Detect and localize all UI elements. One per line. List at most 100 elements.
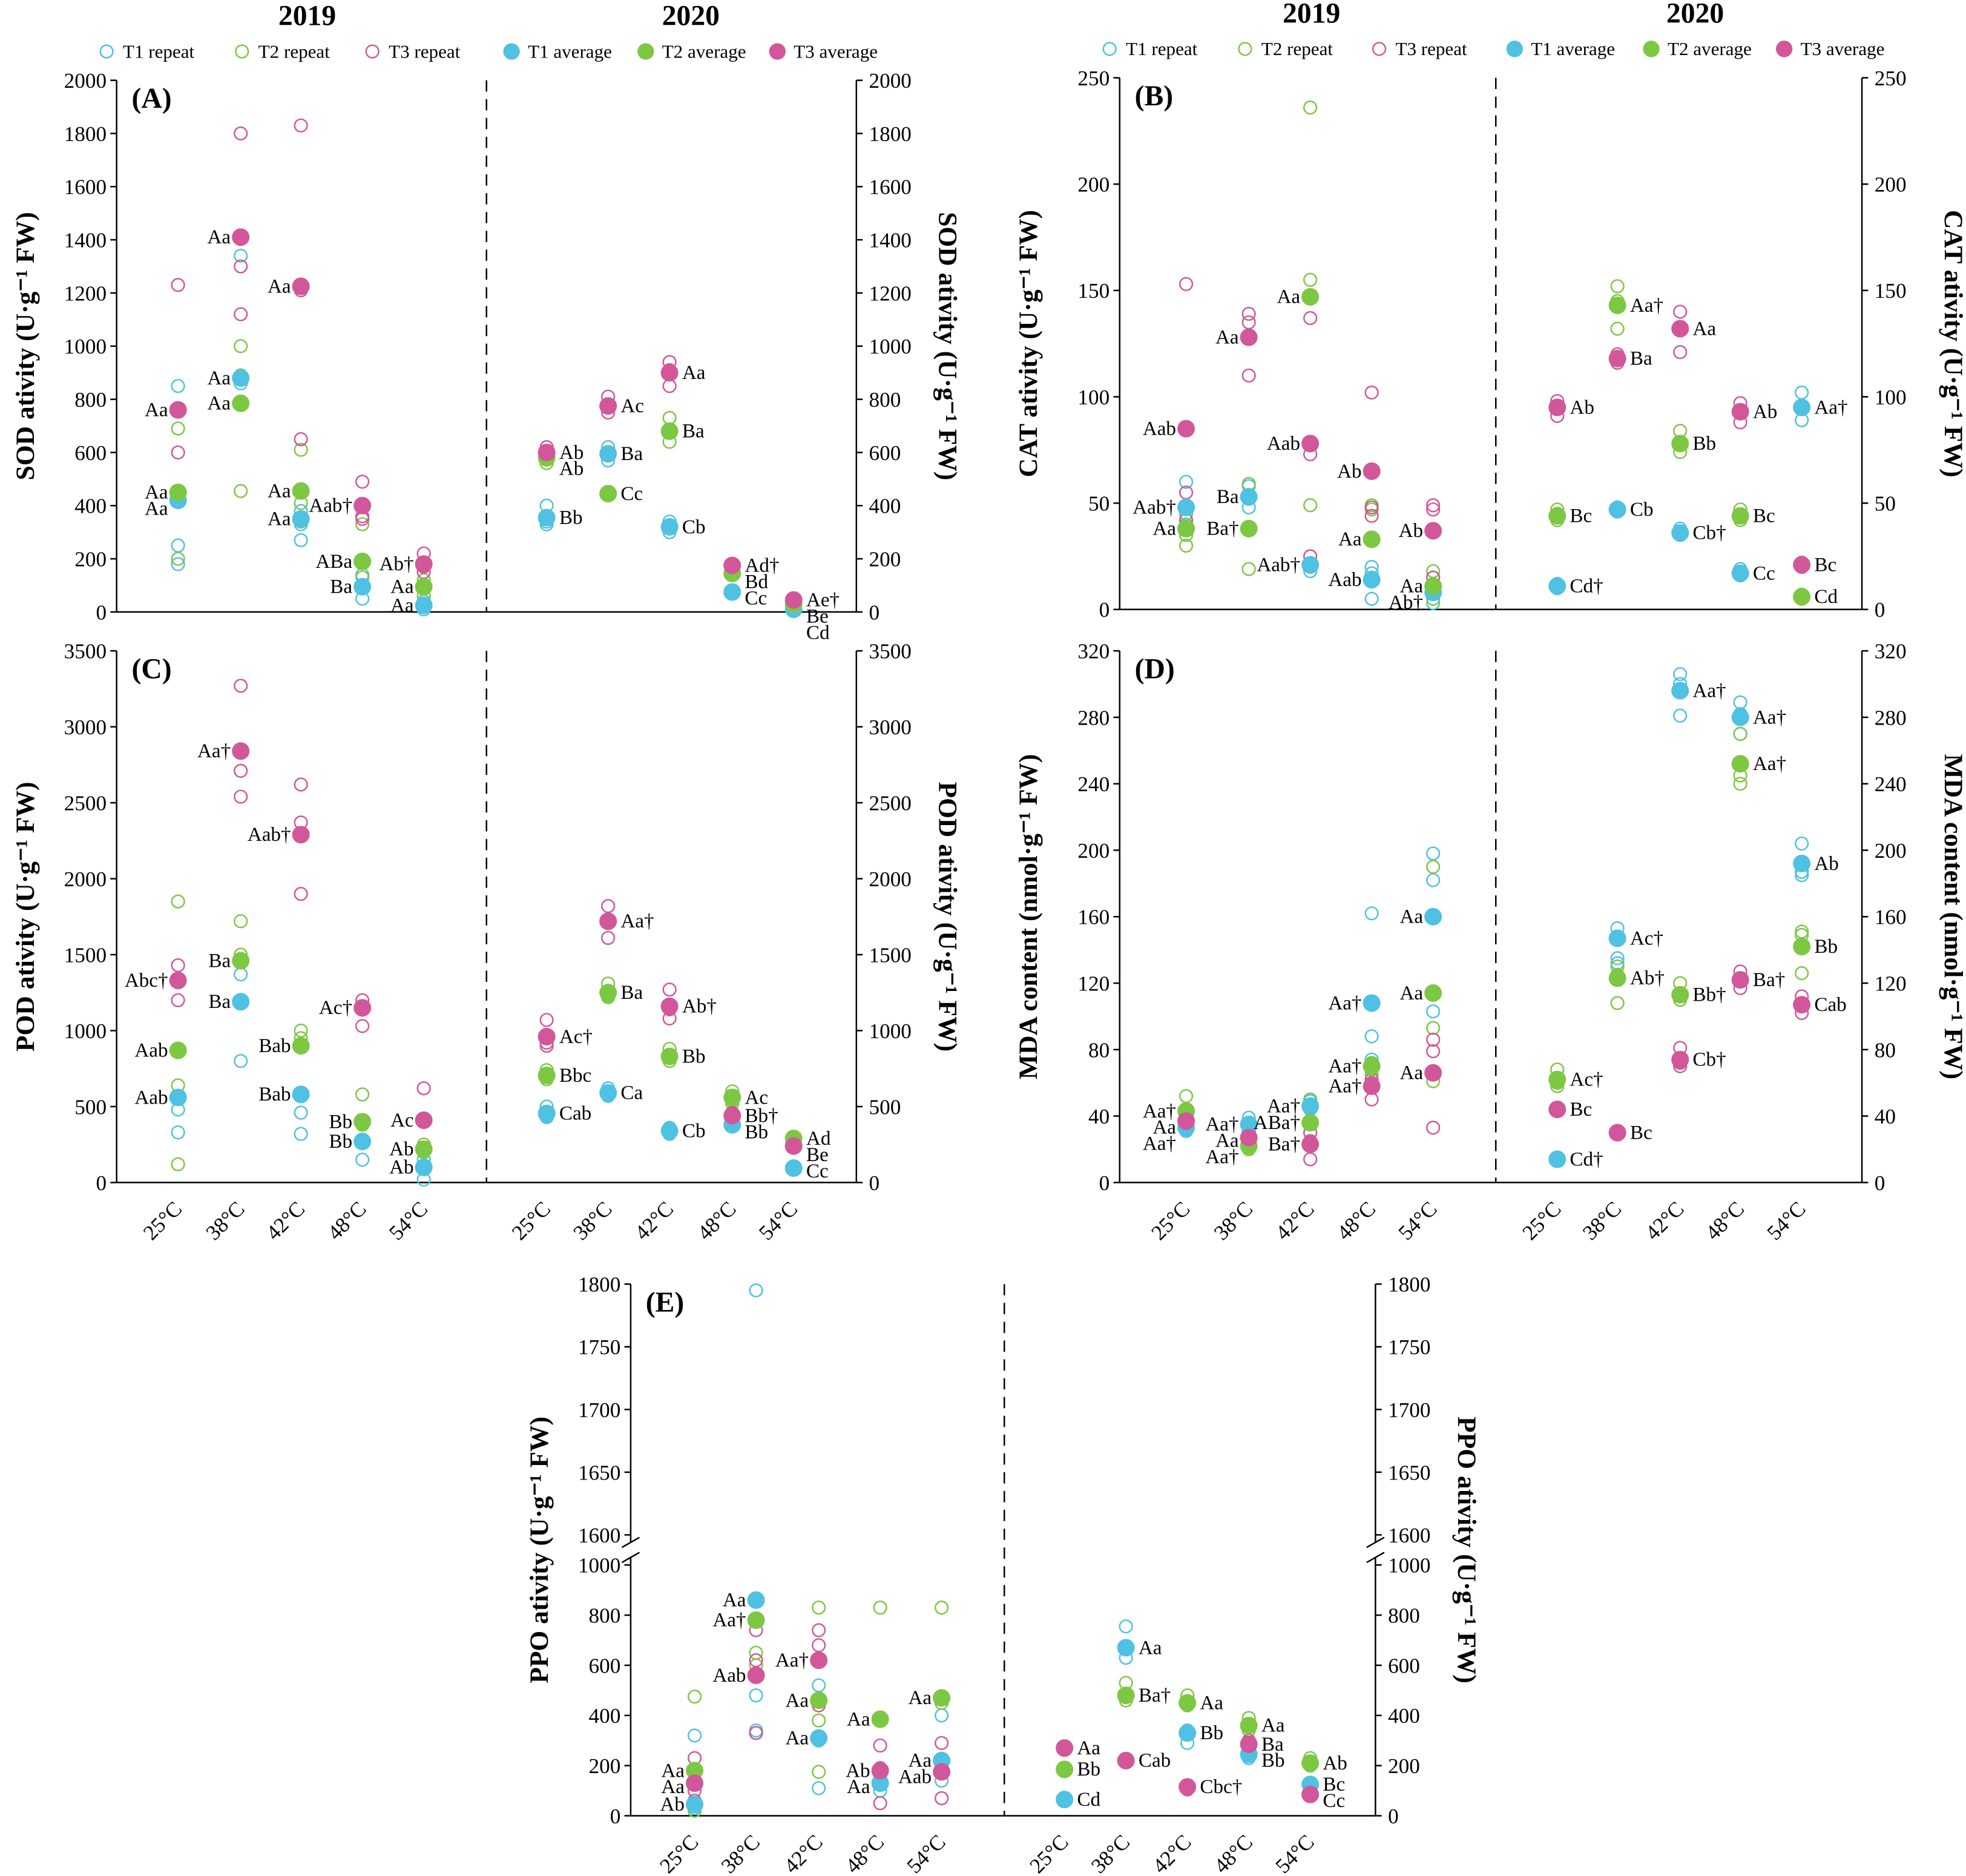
significance-label: Bb xyxy=(1814,935,1838,958)
significance-label: Aa xyxy=(1399,574,1423,597)
significance-label: Aa xyxy=(908,1687,932,1709)
repeat-point-t3 xyxy=(1426,1121,1441,1135)
significance-label: Bc xyxy=(1570,1098,1592,1121)
average-point-t2 xyxy=(415,1140,433,1158)
average-point-t1 xyxy=(660,1122,679,1140)
significance-label: Ac† xyxy=(559,1025,593,1048)
significance-label: Bd xyxy=(745,570,768,593)
average-point-t2 xyxy=(599,984,617,1002)
average-point-t3 xyxy=(538,443,556,461)
significance-label: Aa xyxy=(208,226,231,248)
significance-label: Bbc xyxy=(559,1064,591,1087)
average-point-t1 xyxy=(538,508,556,527)
y-tick-label-right: 600 xyxy=(1388,1654,1420,1677)
average-point-t1 xyxy=(353,1133,372,1151)
repeat-point-t2 xyxy=(294,443,308,457)
significance-label: Aa xyxy=(1152,518,1176,540)
y-tick-label-right: 400 xyxy=(869,495,901,518)
x-tick-label: 48°C xyxy=(1209,1830,1257,1876)
average-point-t2 xyxy=(660,1047,679,1065)
repeat-point-t3 xyxy=(1241,315,1256,330)
x-tick-label: 38°C xyxy=(1087,1830,1134,1876)
legend-label: T3 repeat xyxy=(389,41,461,62)
repeat-point-t2 xyxy=(1426,1021,1441,1035)
average-point-t3 xyxy=(933,1763,951,1781)
repeat-point-t2 xyxy=(1426,860,1441,874)
repeat-point-t3 xyxy=(1364,385,1379,400)
average-point-t3 xyxy=(1240,1128,1258,1147)
significance-label: Ac xyxy=(745,1086,768,1108)
significance-label: Abc† xyxy=(125,969,168,992)
average-point-t1 xyxy=(784,1159,803,1177)
average-point-t1 xyxy=(1608,929,1626,947)
significance-label: Cc xyxy=(1323,1789,1345,1812)
y-tick-label-right: 160 xyxy=(1875,906,1907,929)
y-tick-label-left: 1800 xyxy=(64,122,107,146)
average-point-t3 xyxy=(1671,320,1689,338)
significance-label: Aa† xyxy=(1814,396,1847,418)
average-point-t2 xyxy=(1301,1114,1320,1132)
significance-label: Cc xyxy=(620,482,643,505)
legend-label: T2 repeat xyxy=(1261,38,1333,59)
repeat-point-t3 xyxy=(812,1623,826,1637)
legend-label: T2 repeat xyxy=(258,41,330,62)
repeat-point-t2 xyxy=(234,914,248,929)
significance-label: ABa xyxy=(315,550,352,573)
x-tick-label: 38°C xyxy=(202,1197,249,1245)
y-axis-title-left: POD ativity (U·g⁻¹ FW) xyxy=(11,782,40,1052)
average-point-t1 xyxy=(1793,854,1811,872)
significance-label: Aa xyxy=(1277,286,1300,308)
average-point-t3 xyxy=(1608,349,1626,367)
y-tick-label-right: 1750 xyxy=(1388,1335,1430,1359)
average-point-t1 xyxy=(232,993,250,1011)
significance-label: Aa† xyxy=(1267,1095,1300,1117)
average-point-t3 xyxy=(169,401,187,419)
average-point-t3 xyxy=(1177,420,1195,438)
average-point-t3 xyxy=(1548,1101,1567,1119)
y-tick-label-left: 0 xyxy=(1099,598,1110,622)
significance-label: Ca xyxy=(620,1082,643,1104)
repeat-point-t2 xyxy=(1733,726,1747,741)
significance-label: Aab xyxy=(134,1039,168,1061)
significance-label: Ab xyxy=(389,1156,413,1179)
x-tick-label: 54°C xyxy=(1271,1830,1319,1876)
average-point-t3 xyxy=(1424,1064,1442,1082)
significance-label: Bc xyxy=(1630,1121,1652,1144)
y-tick-label-left: 0 xyxy=(96,1171,107,1195)
significance-label: Cc xyxy=(806,1160,829,1182)
legend-marker-t1-repeat xyxy=(1102,42,1117,56)
repeat-point-t3 xyxy=(1673,345,1688,360)
significance-label: Bb xyxy=(329,1110,352,1133)
significance-label: Bc xyxy=(1570,505,1592,527)
significance-label: Aa xyxy=(268,508,291,530)
y-tick-label-left: 800 xyxy=(74,388,107,412)
repeat-point-t1 xyxy=(171,557,185,571)
y-tick-label-left: 1750 xyxy=(578,1335,620,1359)
repeat-point-t3 xyxy=(1241,368,1256,383)
repeat-point-t3 xyxy=(294,887,308,901)
average-point-t3 xyxy=(1056,1739,1074,1757)
average-point-t3 xyxy=(599,397,617,415)
average-point-t2 xyxy=(232,394,250,412)
repeat-point-t1 xyxy=(812,1678,826,1693)
average-point-t1 xyxy=(415,596,433,614)
repeat-point-t1 xyxy=(1119,1619,1133,1634)
year-header: 2020 xyxy=(1666,0,1724,29)
repeat-point-t3 xyxy=(1426,498,1441,513)
repeat-point-t2 xyxy=(1610,996,1625,1010)
average-point-t2 xyxy=(232,952,250,970)
average-point-t2 xyxy=(1240,1716,1258,1734)
average-point-t3 xyxy=(232,742,250,760)
significance-label: Bc xyxy=(1323,1773,1345,1795)
average-point-t3 xyxy=(1240,1735,1258,1753)
significance-label: Ba xyxy=(208,949,231,972)
repeat-point-t2 xyxy=(1303,100,1318,115)
y-tick-label-left: 1650 xyxy=(578,1461,620,1484)
legend-label: T1 repeat xyxy=(123,41,195,62)
significance-label: Bb† xyxy=(1692,984,1726,1006)
y-tick-label-right: 1800 xyxy=(1388,1273,1430,1297)
average-point-t2 xyxy=(1608,296,1626,314)
average-point-t2 xyxy=(353,1113,372,1131)
significance-label: Bb xyxy=(745,1121,768,1143)
significance-label: Ab† xyxy=(380,553,414,575)
